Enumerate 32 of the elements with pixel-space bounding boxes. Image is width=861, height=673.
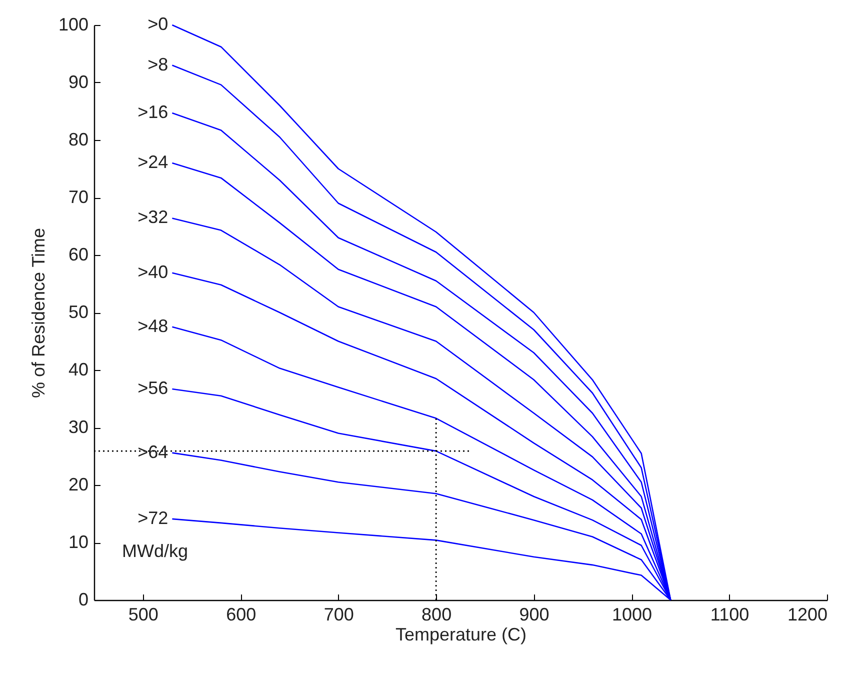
series-label: >72 (138, 508, 168, 528)
y-tick-label: 40 (68, 360, 88, 380)
y-tick-label: 20 (68, 474, 88, 494)
series-label: >24 (138, 152, 168, 172)
series-label: >32 (138, 207, 168, 228)
x-tick-label: 1000 (612, 604, 652, 624)
y-tick-label: 60 (68, 244, 88, 264)
series-label: >56 (138, 378, 168, 398)
x-tick-label: 800 (422, 604, 452, 624)
y-tick-label: 30 (68, 417, 88, 437)
series-label: >48 (138, 316, 168, 336)
series-label: >8 (148, 54, 168, 74)
series-label: >0 (148, 14, 168, 34)
x-tick-label: 700 (324, 604, 354, 624)
y-tick-label: 80 (68, 130, 88, 150)
x-axis-title: Temperature (C) (395, 624, 527, 644)
annotation: MWd/kg (122, 541, 188, 561)
y-axis-title: % of Residence Time (28, 228, 48, 398)
series-label: >16 (138, 102, 168, 122)
y-tick-label: 0 (78, 590, 88, 610)
y-tick-label: 10 (68, 532, 88, 552)
x-tick-label: 1100 (710, 604, 750, 624)
x-tick-label: 900 (519, 604, 550, 624)
x-tick-label: 600 (226, 604, 256, 624)
series-label: >64 (138, 442, 168, 462)
y-tick-label: 90 (68, 72, 88, 92)
y-tick-label: 50 (68, 302, 88, 322)
x-tick-label: 500 (128, 604, 158, 624)
y-tick-label: 100 (58, 14, 88, 34)
y-tick-label: 70 (68, 187, 88, 207)
x-tick-label: 1200 (787, 604, 828, 624)
series-label: >40 (138, 262, 168, 282)
